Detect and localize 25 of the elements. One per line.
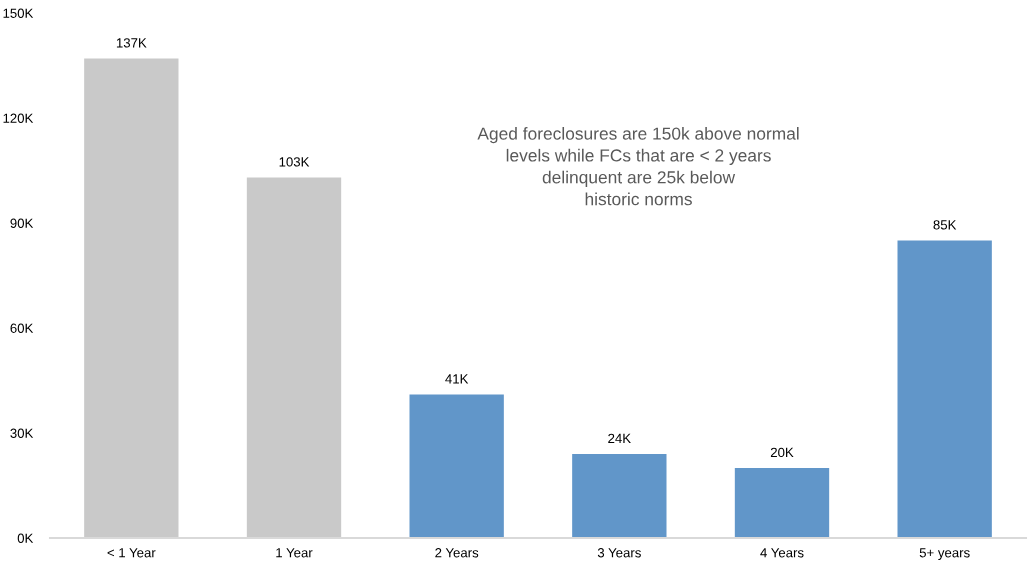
y-tick-label: 0K [17,533,34,543]
data-label: 41K [445,374,469,384]
bar [734,468,830,538]
data-label: 20K [770,447,794,458]
data-label: 24K [608,433,631,443]
bar [572,454,667,538]
x-tick-label: 4 Years [760,548,804,558]
x-tick-label: 2 Years [435,548,479,558]
y-tick-label: 60K [10,323,34,333]
data-label: 137K [116,38,147,48]
bar [84,58,179,538]
annotation: Aged foreclosures are 150k above normal levels while FCs that are < 2 years delinquent are 25k below historic norms [477,127,799,206]
bar [897,240,992,538]
bar [246,177,342,538]
bar [409,394,504,538]
y-tick-label: 150K [3,8,34,18]
x-tick-label: 1 Year [276,548,313,558]
x-tick-label: 3 Years [597,548,641,558]
y-tick-label: 30K [10,428,34,438]
x-tick-label: < 1 Year [107,548,156,558]
y-tick-label: 90K [10,218,34,228]
y-tick-label: 120K [3,113,34,123]
data-label: 103K [279,157,310,167]
data-label: 85K [933,220,957,230]
x-tick-label: 5+ years [919,548,970,561]
